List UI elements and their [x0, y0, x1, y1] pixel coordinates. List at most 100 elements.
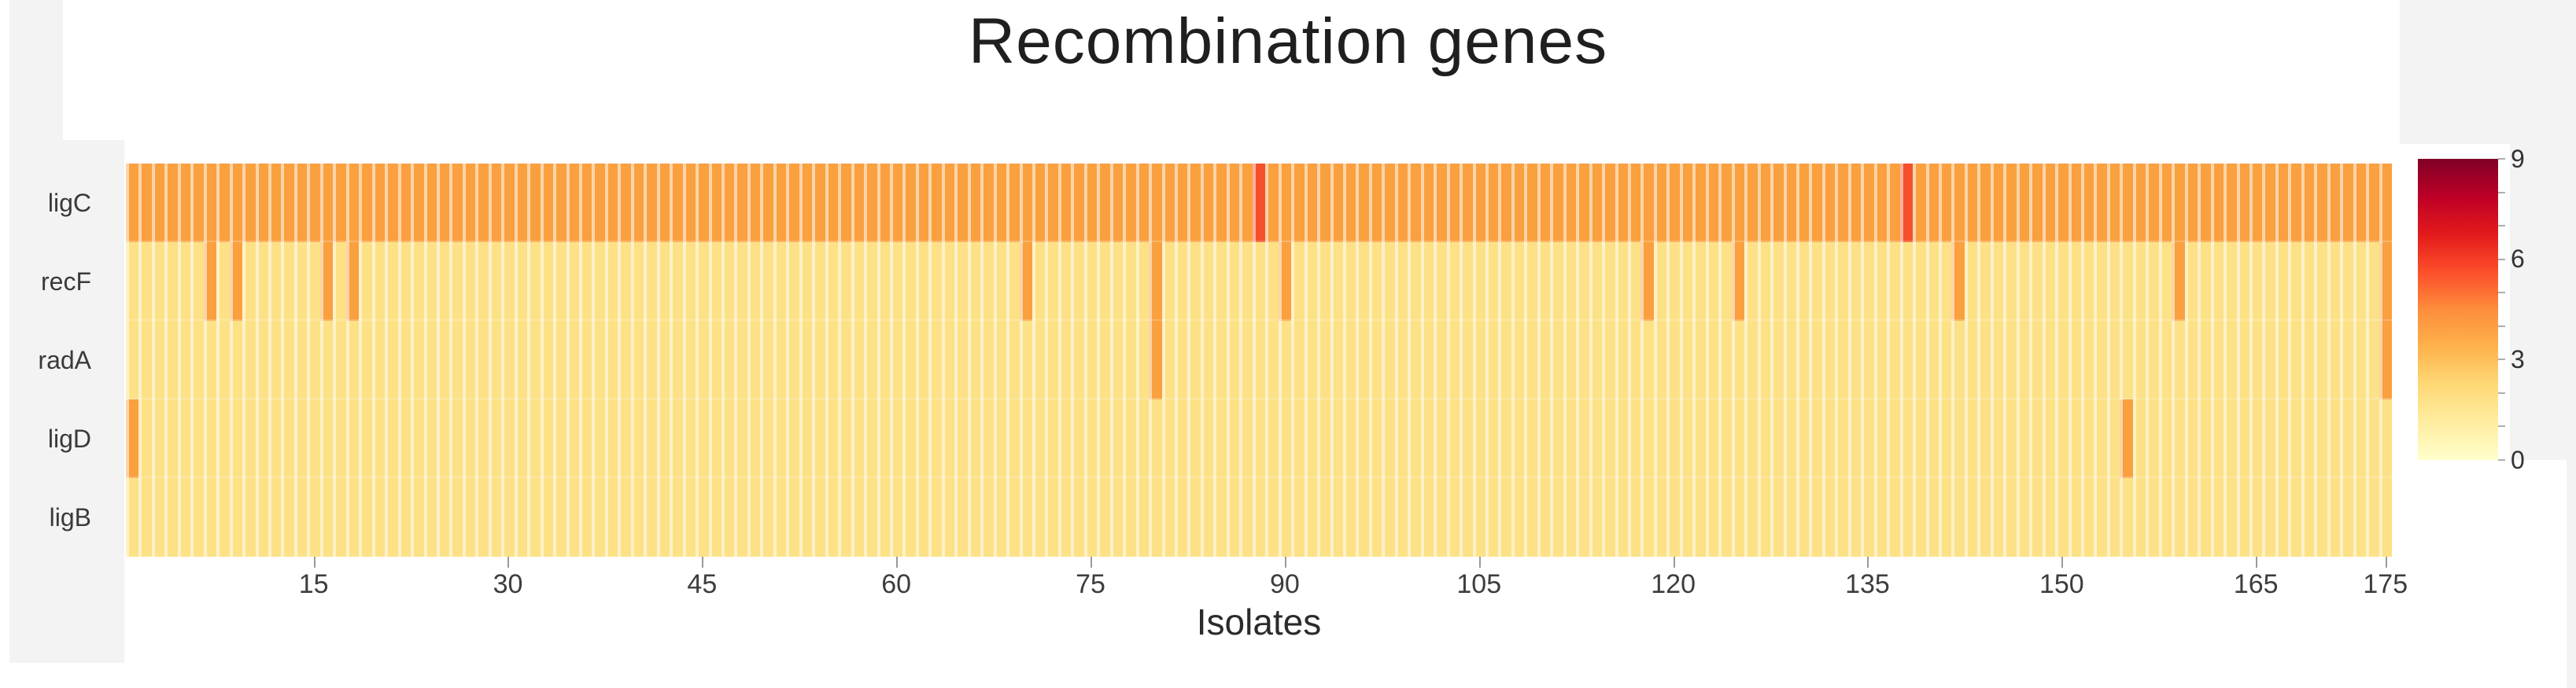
heatmap-cell — [2198, 478, 2211, 557]
heatmap-cell — [1873, 478, 1888, 557]
heatmap-cell — [2198, 399, 2211, 478]
heatmap-cell — [1795, 399, 1810, 478]
heatmap-cell — [1640, 164, 1654, 242]
heatmap-cell — [1666, 399, 1680, 478]
heatmap-cell — [1239, 321, 1253, 399]
heatmap-cell — [462, 242, 476, 321]
heatmap-cell — [1563, 242, 1577, 321]
heatmap-cell — [2120, 242, 2133, 321]
heatmap-cell — [216, 399, 230, 478]
heatmap-cell — [967, 164, 981, 242]
heatmap-cell — [760, 242, 773, 321]
heatmap-cell — [877, 164, 890, 242]
heatmap-cell — [1964, 478, 1978, 557]
heatmap-cell — [501, 399, 515, 478]
heatmap-cell — [967, 478, 981, 557]
heatmap-cell — [2172, 242, 2185, 321]
heatmap-cell — [644, 478, 657, 557]
heatmap-cell — [1899, 164, 1914, 242]
heatmap-cell — [656, 164, 670, 242]
heatmap-cell — [397, 164, 411, 242]
heatmap-cell — [1563, 164, 1577, 242]
heatmap-cell — [281, 164, 294, 242]
heatmap-cell — [1304, 164, 1318, 242]
heatmap-cell — [2120, 399, 2133, 478]
heatmap-cell — [1213, 399, 1227, 478]
heatmap-cell — [1213, 242, 1227, 321]
heatmap-cell — [696, 164, 709, 242]
heatmap-cell — [1032, 478, 1046, 557]
heatmap-cell — [1705, 321, 1719, 399]
colorbar-tick-mark — [2498, 258, 2505, 260]
heatmap-cell — [1304, 399, 1318, 478]
heatmap-cell — [1524, 399, 1537, 478]
heatmap-cell — [203, 478, 217, 557]
heatmap-cell — [1550, 242, 1563, 321]
heatmap-cell — [1550, 399, 1563, 478]
heatmap-cell — [2132, 242, 2146, 321]
heatmap-cell — [993, 478, 1007, 557]
heatmap-cell — [1135, 478, 1150, 557]
heatmap-cell — [1821, 478, 1836, 557]
heatmap-cell — [1615, 164, 1629, 242]
heatmap-cell — [1420, 321, 1434, 399]
heatmap-cell — [980, 321, 994, 399]
heatmap-cell — [1977, 478, 1991, 557]
heatmap-cell — [1382, 164, 1395, 242]
heatmap-cell — [696, 321, 709, 399]
heatmap-cell — [2042, 321, 2056, 399]
heatmap-cell — [501, 242, 515, 321]
heatmap-cell — [255, 321, 269, 399]
x-tick-mark — [1478, 557, 1481, 568]
heatmap-cell — [1563, 478, 1577, 557]
heatmap-cell — [786, 164, 799, 242]
heatmap-cell — [268, 321, 282, 399]
heatmap-cell — [268, 478, 282, 557]
heatmap-cell — [1420, 242, 1434, 321]
heatmap-cell — [604, 478, 618, 557]
heatmap-cell — [1265, 164, 1279, 242]
heatmap-cell — [1317, 399, 1330, 478]
heatmap-cell — [138, 164, 152, 242]
heatmap-cell — [1342, 321, 1356, 399]
heatmap-cell — [1472, 478, 1485, 557]
heatmap-cell — [1628, 164, 1641, 242]
heatmap-cell — [708, 478, 722, 557]
heatmap-cell — [1394, 242, 1408, 321]
heatmap-cell — [345, 321, 360, 399]
heatmap-cell — [656, 242, 670, 321]
heatmap-cell — [579, 399, 592, 478]
heatmap-cell — [1576, 321, 1589, 399]
heatmap-cell — [2224, 321, 2237, 399]
heatmap-cell — [1640, 242, 1654, 321]
heatmap-cell — [1861, 478, 1874, 557]
heatmap-cell — [722, 242, 735, 321]
heatmap-cell — [385, 478, 398, 557]
heatmap-cell — [1847, 399, 1862, 478]
heatmap-cell — [1032, 242, 1046, 321]
heatmap-cell — [1770, 321, 1784, 399]
heatmap-cell — [1304, 478, 1318, 557]
heatmap-cell — [1356, 478, 1369, 557]
heatmap-cell — [2327, 164, 2341, 242]
heatmap-cell — [242, 478, 256, 557]
heatmap-cell — [799, 164, 813, 242]
heatmap-cell — [1524, 478, 1537, 557]
heatmap-cell — [1071, 242, 1084, 321]
colorbar-tick-mark — [2498, 225, 2505, 227]
heatmap-cell — [1602, 399, 1615, 478]
heatmap-cell — [411, 321, 424, 399]
heatmap-cell — [126, 164, 139, 242]
heatmap-cell — [385, 164, 398, 242]
colorbar-tick-mark — [2498, 459, 2505, 461]
heatmap-cell — [889, 321, 903, 399]
heatmap-cell — [604, 242, 618, 321]
heatmap-cell — [2327, 242, 2341, 321]
heatmap-cell — [371, 321, 386, 399]
heatmap-cell — [1317, 321, 1330, 399]
heatmap-cell — [708, 321, 722, 399]
heatmap-cell — [1770, 164, 1784, 242]
heatmap-cell — [2184, 399, 2198, 478]
heatmap-cell — [2158, 399, 2172, 478]
heatmap-cell — [1265, 321, 1279, 399]
